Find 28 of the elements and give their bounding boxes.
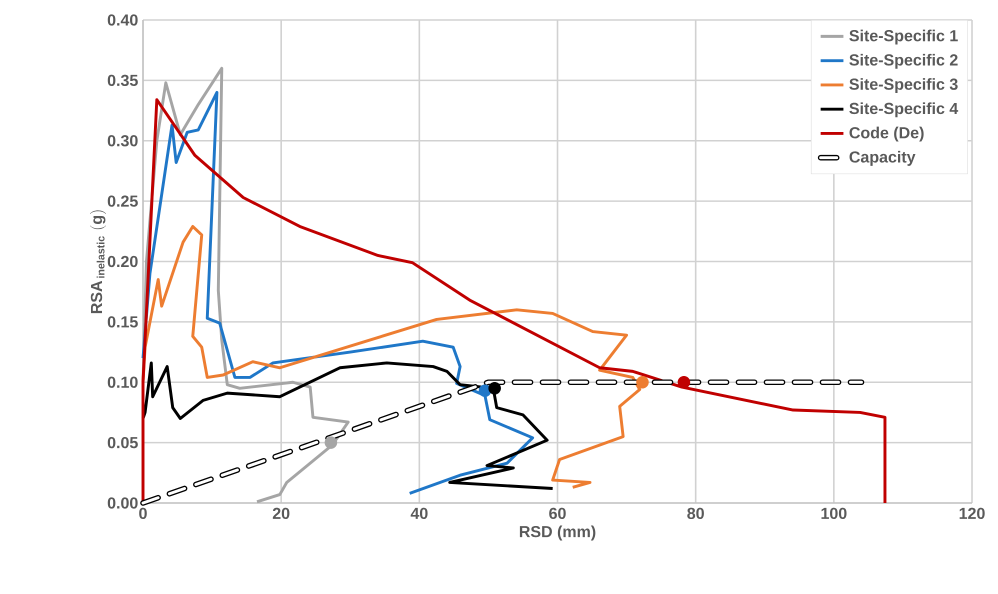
x-tick-label: 20 [272,508,290,520]
y-tick-label: 0.00 [108,497,138,509]
y-tick-label: 0.15 [108,316,138,328]
x-tick-label: 120 [960,508,985,520]
point [488,382,501,395]
legend-label: Code (De) [850,126,924,142]
x-tick-label: 100 [822,508,847,520]
x-tick-label: 60 [549,508,566,520]
point [678,376,690,389]
legend-label: Site-Specific 1 [849,30,958,45]
y-tick-label: 0.40 [108,14,138,26]
y-tick-label: 0.20 [108,256,138,268]
legend-label: Site-Specific 4 [849,102,958,118]
legend-label: Site-Specific 3 [849,78,958,94]
y-tick-label: 0.30 [108,135,138,146]
y-tick-label: 0.05 [108,436,138,448]
y-tick-label: 0.10 [108,376,138,388]
x-tick-label: 40 [410,508,428,520]
x-tick-label: 0 [139,508,147,520]
legend-label: Capacity [850,150,916,166]
point [636,376,649,389]
y-tick-label: 0.25 [108,195,138,207]
x-tick-label: 80 [687,508,704,520]
x-axis-title: RSD (mm) [520,526,596,540]
y-tick-label: 0.35 [108,74,138,86]
point [324,436,338,449]
legend-label: Site-Specific 2 [849,54,958,69]
y-axis-title: $\mathbf{RSA}_{\,\mathbf{inelastic}}\ \mathbf{(g)}$ [90,210,106,314]
